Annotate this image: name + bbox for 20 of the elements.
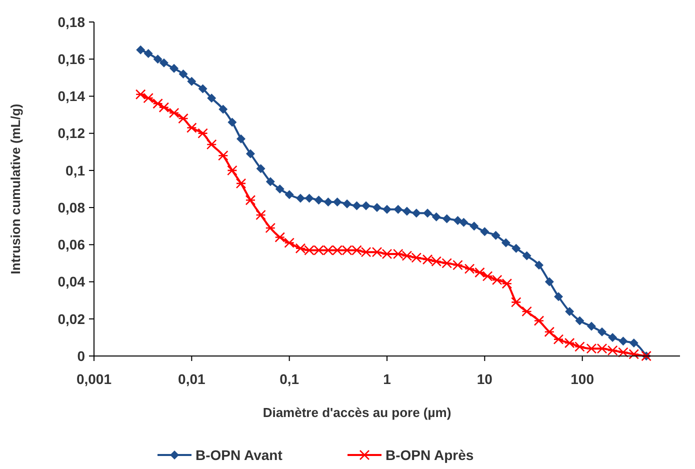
x-tick-label: 0,001 [76, 371, 112, 387]
y-tick-label: 0,08 [58, 199, 86, 216]
x-tick-label: 0,1 [280, 371, 300, 387]
legend-label: B-OPN Après [386, 446, 474, 463]
x-tick-label: 10 [476, 371, 493, 387]
y-tick-label: 0,16 [58, 51, 86, 68]
x-tick-label: 1 [383, 371, 392, 387]
y-tick-label: 0,18 [58, 14, 86, 30]
y-tick-label: 0 [77, 348, 86, 364]
legend-label: B-OPN Avant [196, 446, 283, 463]
x-axis-title: Diamètre d'accès au pore (µm) [262, 405, 452, 420]
y-tick-label: 0,14 [58, 88, 86, 104]
y-axis-title: Intrusion cumulative (mL/g) [8, 104, 23, 274]
y-tick-label: 0,04 [58, 274, 86, 290]
y-tick-label: 0,06 [58, 236, 86, 253]
y-tick-label: 0,1 [66, 162, 86, 178]
x-tick-label: 0,01 [178, 371, 206, 387]
y-tick-label: 0,12 [58, 125, 86, 142]
x-tick-label: 100 [570, 371, 594, 387]
y-tick-label: 0,02 [58, 310, 86, 327]
